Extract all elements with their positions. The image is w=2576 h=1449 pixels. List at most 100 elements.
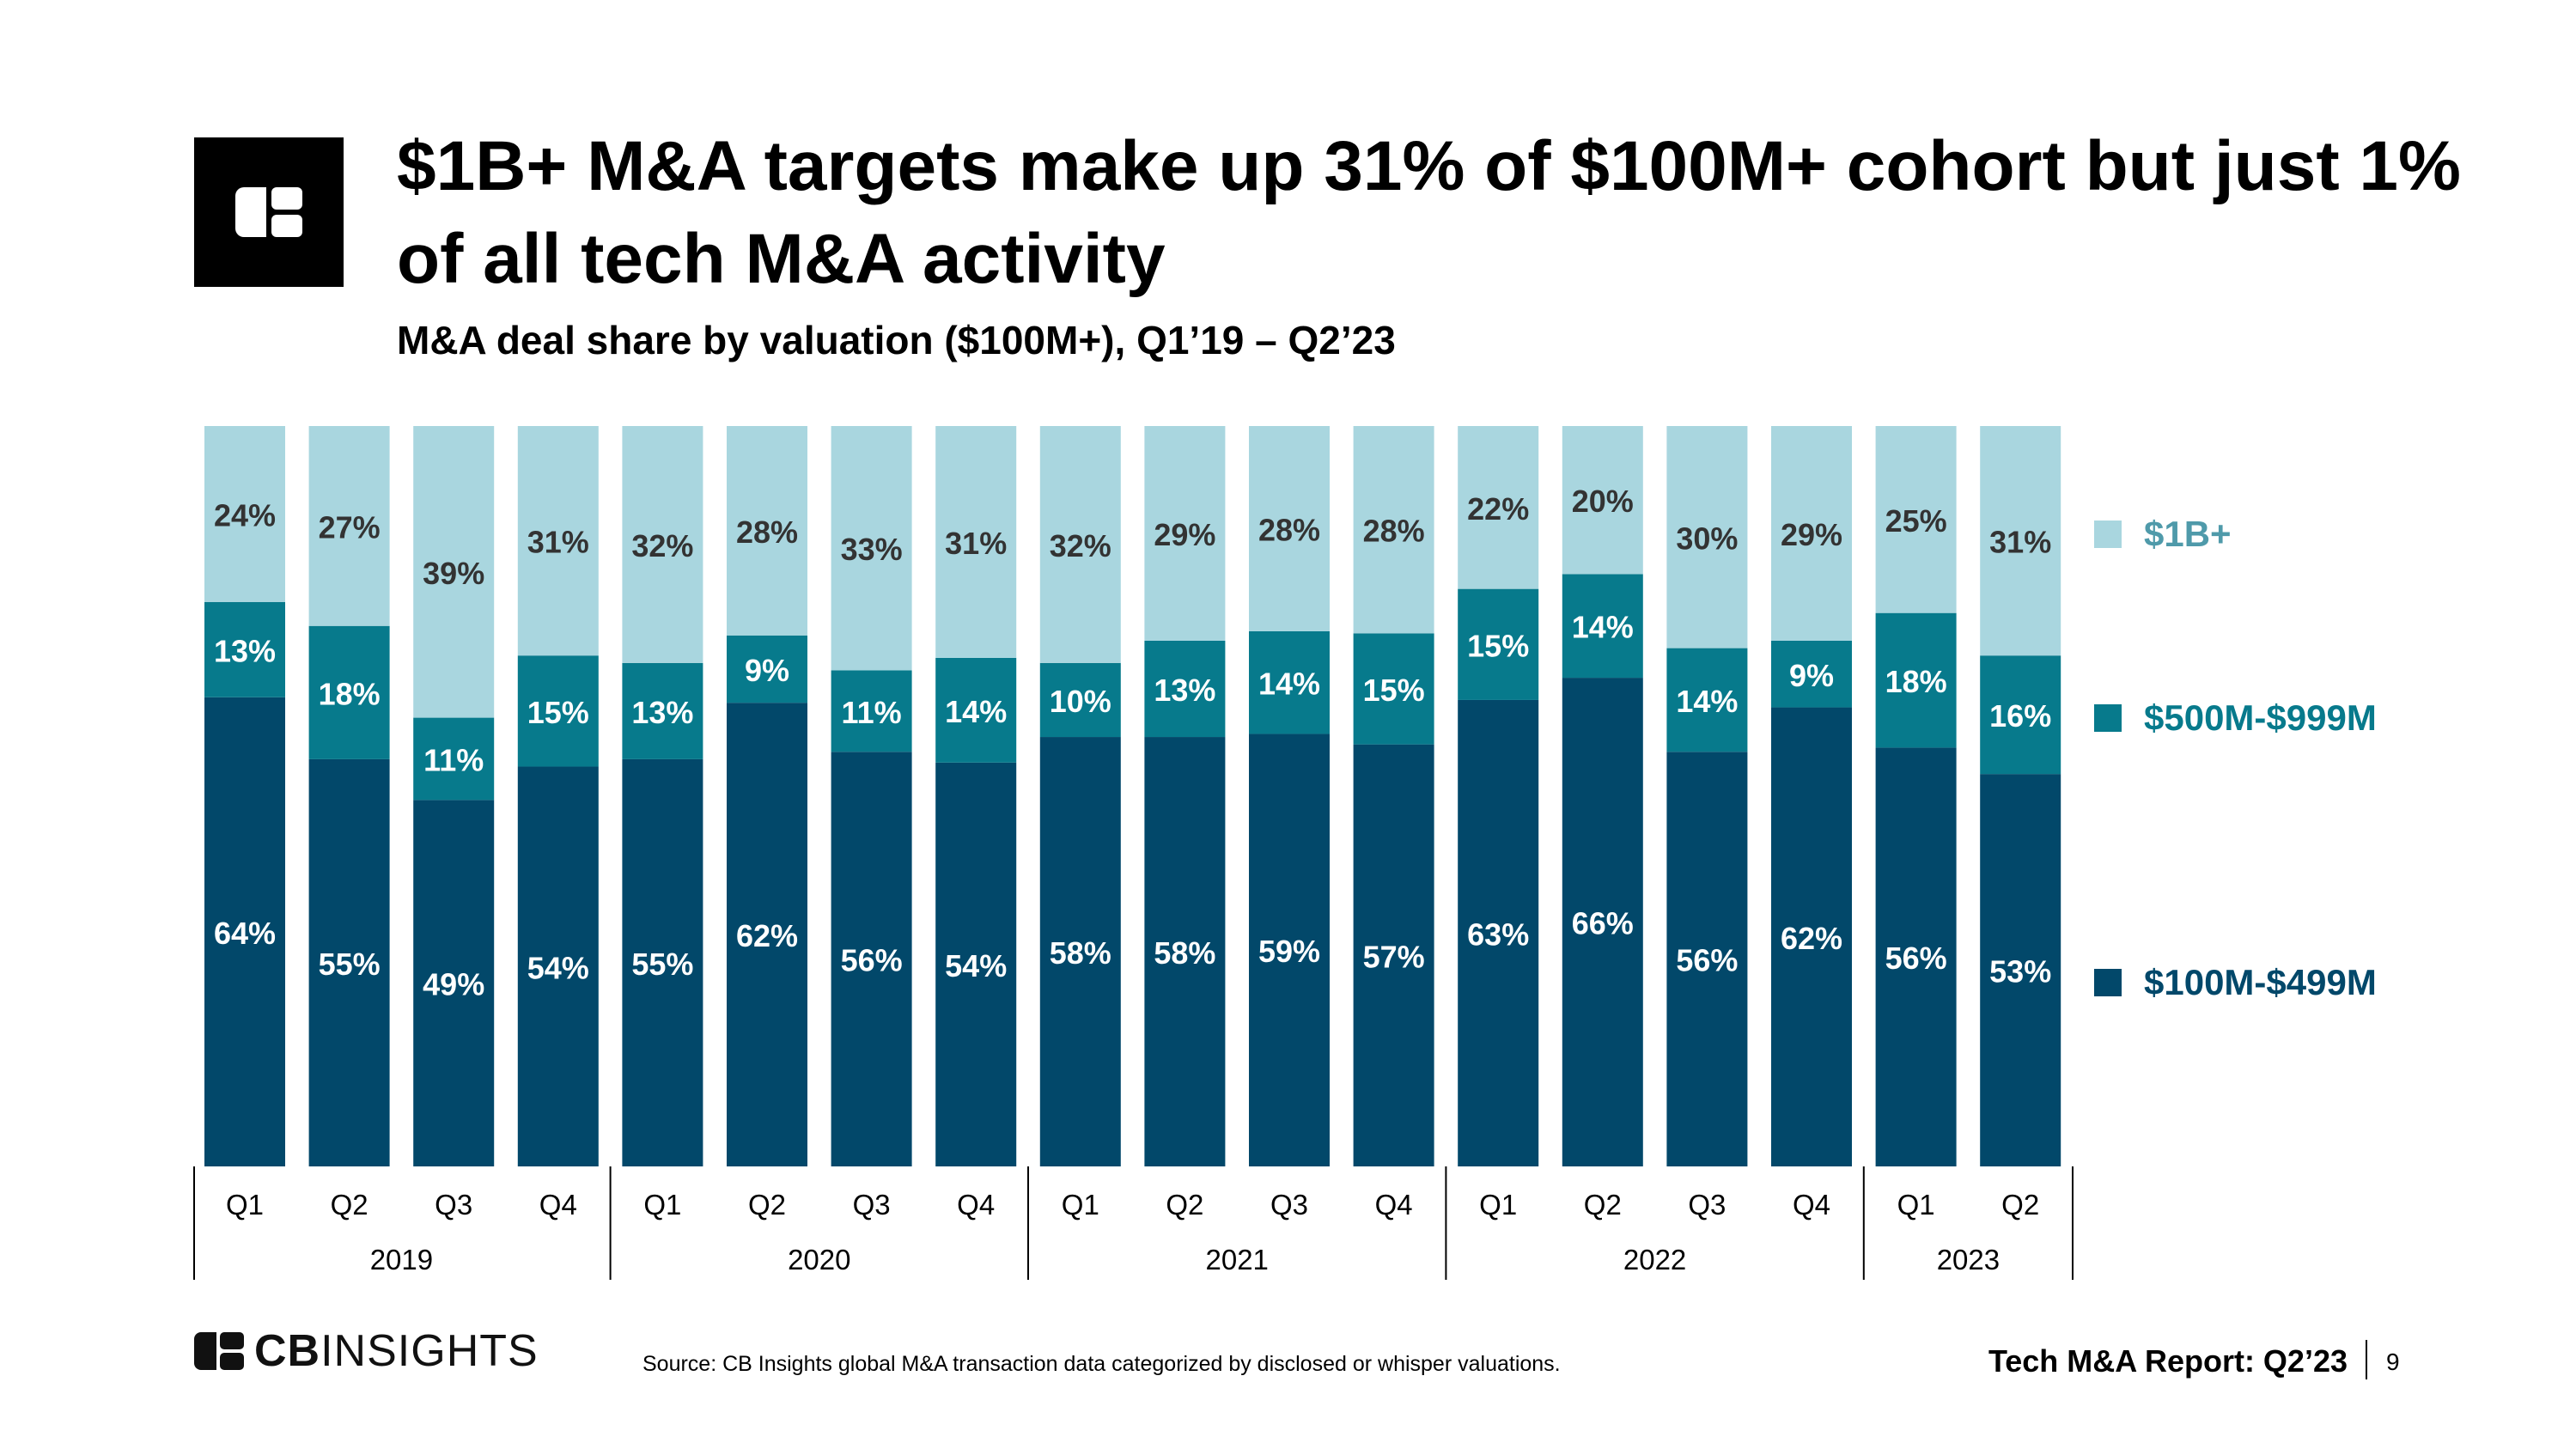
x-tick-label: Q2 [748, 1189, 786, 1221]
bar-segment [1249, 426, 1330, 631]
bar-segment [935, 426, 1017, 658]
chart-legend: $1B+ $500M-$999M $100M-$499M [2094, 0, 2524, 1117]
data-label: 33% [841, 532, 903, 567]
bar-segment [1353, 426, 1434, 634]
bar-segment [727, 426, 807, 636]
data-label: 20% [1572, 484, 1634, 519]
bar-segment [1458, 588, 1539, 700]
x-tick-label: Q1 [226, 1189, 264, 1221]
data-label: 28% [1363, 514, 1425, 549]
chart-title: $1B+ M&A targets make up 31% of $100M+ c… [397, 127, 2461, 298]
legend-label-100m: $100M-$499M [2144, 962, 2377, 1002]
data-label: 31% [1989, 525, 2051, 560]
x-year-label: 2023 [1937, 1244, 2000, 1275]
x-tick-label: Q1 [1062, 1189, 1099, 1221]
data-label: 13% [631, 695, 693, 730]
data-label: 57% [1363, 939, 1425, 974]
data-label: 13% [1154, 673, 1215, 708]
report-title: Tech M&A Report: Q2’23 [1988, 1343, 2348, 1379]
data-label: 66% [1572, 906, 1634, 941]
bar-segment [1875, 747, 1957, 1166]
bar-segment [308, 625, 390, 759]
x-year-label: 2019 [370, 1244, 433, 1275]
bar-segment [1980, 655, 2061, 775]
legend-label-500m: $500M-$999M [2144, 697, 2377, 738]
bar-segment [727, 635, 807, 703]
cb-logo-icon [235, 187, 302, 237]
bar-segment [727, 703, 807, 1166]
data-label: 25% [1885, 503, 1947, 539]
data-label: 59% [1258, 934, 1320, 969]
bar-segment [1771, 640, 1852, 708]
data-label: 32% [631, 528, 693, 563]
bar-segment [1039, 426, 1121, 663]
bar-segment [308, 758, 390, 1166]
bar-segment [935, 762, 1017, 1166]
x-tick-label: Q2 [1166, 1189, 1203, 1221]
bar-segment [1144, 426, 1226, 641]
x-tick-label: Q1 [643, 1189, 681, 1221]
bar-segment [1458, 426, 1539, 589]
data-label: 55% [319, 947, 381, 982]
data-label: 14% [945, 694, 1007, 729]
data-label: 62% [736, 918, 798, 953]
bar-segment [1666, 648, 1748, 752]
x-tick-label: Q3 [435, 1189, 472, 1221]
legend-label-1b: $1B+ [2144, 514, 2232, 554]
header-logo [194, 137, 344, 287]
data-label: 18% [1885, 664, 1947, 699]
data-label: 16% [1989, 698, 2051, 734]
data-label: 13% [214, 633, 276, 668]
data-label: 14% [1258, 667, 1320, 702]
legend-swatch-100m [2094, 969, 2122, 996]
bar-segment [1144, 640, 1226, 738]
data-label: 15% [1467, 628, 1529, 663]
bar-segment [831, 670, 912, 752]
footer-brand-logo: CBINSIGHTS [194, 1328, 539, 1374]
bar-segment [1980, 426, 2061, 656]
bar-segment [831, 426, 912, 671]
bar-segment [1353, 744, 1434, 1166]
x-tick-label: Q4 [539, 1189, 577, 1221]
bar-segment [413, 717, 495, 801]
bar-segment [1249, 734, 1330, 1166]
x-tick-label: Q1 [1897, 1189, 1935, 1221]
data-label: 63% [1467, 916, 1529, 952]
bar-segment [1562, 426, 1643, 575]
cb-logo-icon [194, 1332, 244, 1370]
footer-brand-light: INSIGHTS [320, 1326, 539, 1376]
data-label: 31% [945, 526, 1007, 561]
data-label: 54% [527, 950, 589, 985]
bar-segment [204, 426, 285, 602]
x-year-label: 2021 [1205, 1244, 1268, 1275]
source-note: Source: CB Insights global M&A transacti… [642, 1352, 1561, 1376]
footer-brand-bold: CB [254, 1326, 321, 1376]
bar-segment [1144, 737, 1226, 1166]
legend-item-1b: $1B+ [2094, 514, 2232, 555]
data-label: 11% [842, 695, 902, 730]
data-label: 15% [1363, 673, 1425, 708]
x-tick-label: Q3 [853, 1189, 891, 1221]
bar-segment [1666, 752, 1748, 1166]
footer-brand-wordmark: CBINSIGHTS [254, 1329, 539, 1373]
bar-segment [1562, 678, 1643, 1166]
data-label: 55% [631, 947, 693, 982]
bar-segment [622, 758, 703, 1166]
data-label: 24% [214, 497, 276, 533]
bar-segment [622, 426, 703, 663]
x-tick-label: Q2 [2001, 1189, 2039, 1221]
legend-item-500m: $500M-$999M [2094, 697, 2377, 739]
legend-item-100m: $100M-$499M [2094, 962, 2377, 1003]
bar-segment [517, 426, 599, 656]
data-label: 28% [1258, 512, 1320, 547]
data-label: 11% [423, 742, 484, 777]
data-label: 14% [1572, 610, 1634, 645]
x-tick-label: Q4 [1375, 1189, 1413, 1221]
data-label: 56% [841, 943, 903, 978]
data-label: 29% [1781, 517, 1842, 552]
data-label: 27% [319, 509, 381, 545]
bar-segment [1875, 612, 1957, 748]
data-label: 10% [1050, 684, 1111, 719]
bar-segment [935, 657, 1017, 763]
legend-swatch-1b [2094, 521, 2122, 548]
